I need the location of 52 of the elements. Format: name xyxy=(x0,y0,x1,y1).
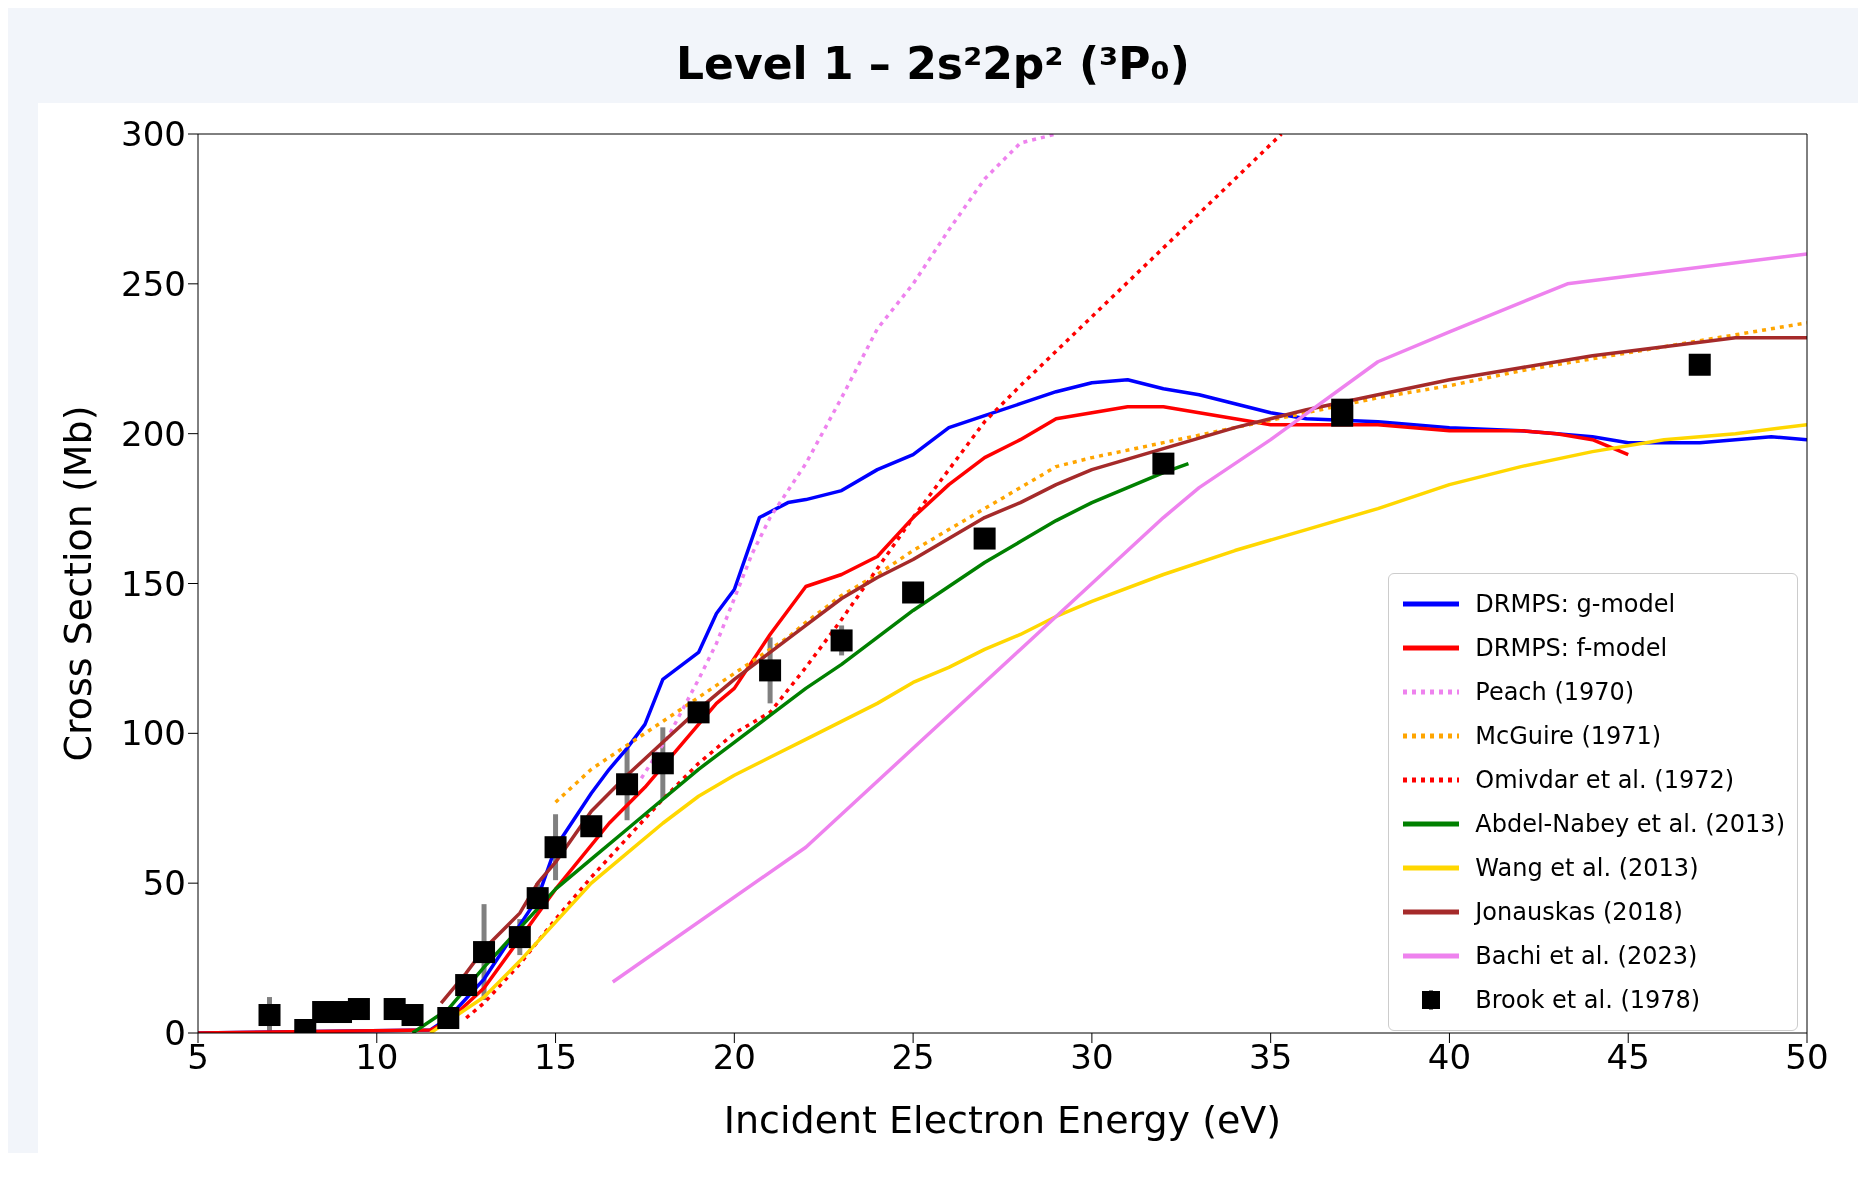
x-tick-label: 10 xyxy=(355,1037,399,1078)
x-tick-label: 5 xyxy=(187,1037,209,1078)
x-tick-label: 25 xyxy=(891,1037,935,1078)
x-tick-label: 30 xyxy=(1070,1037,1114,1078)
legend-label: Peach (1970) xyxy=(1475,678,1635,706)
point xyxy=(508,926,531,949)
x-tick-label: 20 xyxy=(712,1037,756,1078)
point xyxy=(759,659,782,682)
y-tick-label: 50 xyxy=(142,863,186,904)
point xyxy=(1152,452,1175,475)
point xyxy=(687,701,710,724)
y-tick-label: 100 xyxy=(121,713,186,754)
point xyxy=(473,941,496,964)
legend-label: McGuire (1971) xyxy=(1475,722,1662,750)
point xyxy=(830,629,853,652)
point xyxy=(902,581,925,604)
point xyxy=(258,1004,281,1027)
x-tick-label: 40 xyxy=(1427,1037,1472,1078)
point xyxy=(526,887,549,910)
legend-label: DRMPS: g-model xyxy=(1475,590,1676,618)
chart-title: Level 1 – 2s²2p² (³P₀) xyxy=(675,37,1191,91)
point xyxy=(401,1004,424,1027)
legend-label: Omivdar et al. (1972) xyxy=(1475,766,1735,794)
legend-label: Abdel-Nabey et al. (2013) xyxy=(1475,810,1785,838)
point xyxy=(544,836,567,859)
point xyxy=(1688,353,1711,376)
point xyxy=(973,527,996,550)
point xyxy=(580,815,603,838)
legend-label: DRMPS: f-model xyxy=(1475,634,1668,662)
line-series xyxy=(611,252,1807,984)
point xyxy=(616,773,639,796)
x-tick-label: 15 xyxy=(533,1037,578,1078)
y-tick-label: 300 xyxy=(121,114,186,155)
y-tick-label: 0 xyxy=(164,1013,186,1054)
legend-label: Wang et al. (2013) xyxy=(1475,854,1699,882)
point xyxy=(651,752,674,775)
y-tick-label: 150 xyxy=(121,563,186,604)
line-series xyxy=(428,422,1807,1033)
legend-label: Jonauskas (2018) xyxy=(1475,898,1683,926)
legend-label: Brook et al. (1978) xyxy=(1475,986,1701,1014)
y-axis-title: Cross Section (Mb) xyxy=(56,405,101,762)
x-axis-title: Incident Electron Energy (eV) xyxy=(723,1098,1282,1142)
x-tick-label: 50 xyxy=(1785,1037,1829,1078)
point xyxy=(437,1007,460,1030)
y-tick-label: 200 xyxy=(121,413,186,454)
legend-label: Bachi et al. (2023) xyxy=(1475,942,1698,970)
y-tick-label: 250 xyxy=(121,263,186,304)
x-tick-label: 35 xyxy=(1249,1037,1293,1078)
point xyxy=(455,974,478,997)
point xyxy=(347,998,370,1021)
point xyxy=(1331,404,1354,427)
x-tick-label: 45 xyxy=(1606,1037,1650,1078)
